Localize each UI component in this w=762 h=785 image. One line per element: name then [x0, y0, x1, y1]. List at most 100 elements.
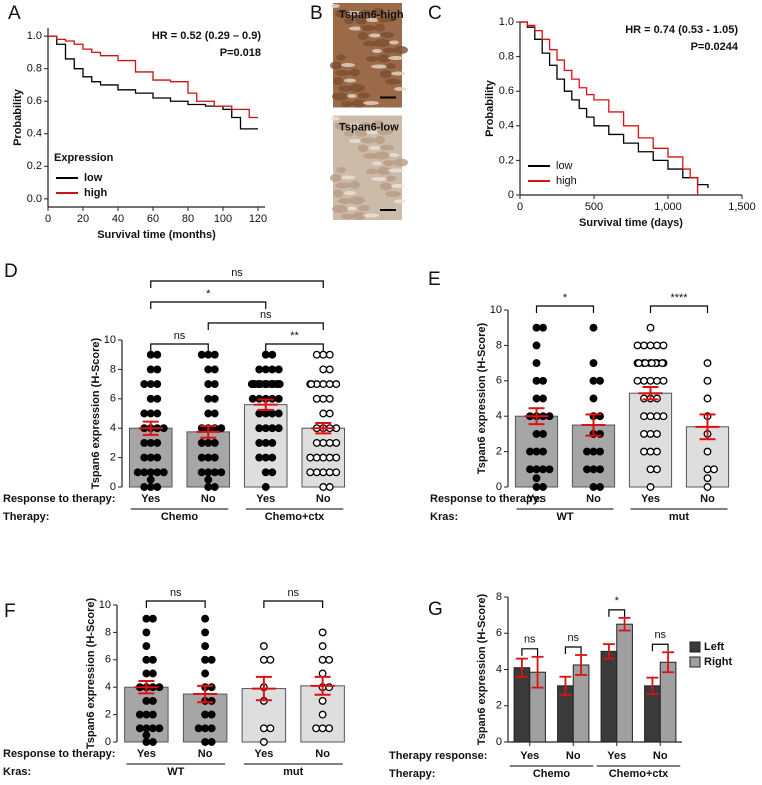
- data-point: [260, 380, 269, 389]
- data-point: [146, 380, 155, 389]
- data-point: [142, 655, 151, 664]
- y-tick-label: 6: [105, 654, 111, 666]
- data-point: [532, 447, 541, 456]
- data-point: [319, 365, 328, 374]
- x-tick-label: 0: [45, 213, 51, 225]
- error-bar: [134, 680, 159, 695]
- significance-bracket: [651, 643, 669, 652]
- data-point: [583, 447, 591, 456]
- data-point: [204, 365, 213, 374]
- y-tick-label: 10: [104, 334, 116, 346]
- y-axis-title: Tspan6 expression (H-Score): [85, 597, 97, 749]
- data-point: [268, 453, 277, 462]
- error-bar: [646, 676, 659, 695]
- tissue-texture: [341, 101, 353, 107]
- data-point: [532, 359, 541, 368]
- data-point: [201, 628, 210, 637]
- data-point: [194, 724, 203, 733]
- y-tick-label: 0.6: [27, 95, 42, 107]
- data-point: [646, 447, 655, 456]
- data-point: [325, 468, 334, 477]
- tissue-texture: [330, 116, 340, 121]
- data-point: [589, 376, 598, 385]
- data-point: [325, 409, 334, 418]
- data-point: [532, 483, 541, 491]
- error-bar: [524, 407, 549, 426]
- data-point: [207, 738, 216, 746]
- y-tick-label: 4: [496, 663, 502, 675]
- data-point: [532, 429, 541, 438]
- tissue-texture: [330, 174, 342, 182]
- group-label: Chemo: [161, 511, 199, 523]
- legend-label: high: [556, 175, 577, 187]
- x-tick-label: No: [700, 493, 715, 505]
- legend-label: low: [84, 172, 103, 184]
- data-point: [319, 483, 328, 491]
- data-point: [261, 483, 270, 491]
- data-point: [583, 465, 591, 474]
- data-point: [250, 380, 259, 389]
- data-point: [659, 376, 668, 385]
- tissue-texture: [335, 122, 349, 130]
- tissue-texture: [391, 71, 405, 76]
- y-tick-label: 8: [105, 626, 111, 638]
- data-point: [306, 468, 315, 477]
- data-point: [210, 409, 219, 418]
- error-bar: [253, 398, 278, 411]
- tissue-texture: [394, 46, 408, 54]
- significance-label: ns: [654, 629, 666, 641]
- error-bar: [251, 675, 276, 702]
- tissue-texture: [344, 191, 356, 195]
- data-point: [703, 465, 712, 474]
- data-point: [589, 483, 598, 491]
- data-point: [255, 365, 264, 374]
- data-point: [261, 424, 270, 433]
- tissue-texture: [380, 144, 394, 151]
- data-point: [703, 394, 712, 403]
- x-tick-label: Yes: [137, 748, 156, 760]
- data-point: [140, 380, 149, 389]
- bar: [513, 667, 531, 743]
- tissue-texture: [344, 78, 356, 83]
- data-point: [142, 614, 151, 623]
- data-point: [207, 655, 216, 664]
- y-tick-label: 4: [105, 681, 111, 693]
- data-point: [153, 483, 162, 491]
- data-point: [312, 724, 321, 733]
- legend-label: high: [84, 187, 107, 199]
- data-point: [261, 468, 270, 477]
- x-tick-label: No: [315, 748, 330, 760]
- tissue-texture: [335, 9, 349, 18]
- data-point: [319, 468, 328, 477]
- data-point: [325, 438, 334, 447]
- error-bar: [311, 422, 336, 435]
- tissue-texture: [347, 206, 357, 211]
- data-point: [148, 614, 157, 623]
- data-point: [318, 642, 327, 651]
- data-point: [659, 412, 668, 421]
- error-bar: [515, 657, 528, 678]
- data-point: [589, 323, 598, 332]
- significance-label: *: [206, 288, 211, 300]
- data-point: [153, 394, 162, 403]
- x-tick-label: Yes: [527, 493, 546, 505]
- tissue-texture: [369, 146, 381, 150]
- tissue-texture: [383, 47, 395, 54]
- legend-swatch: [689, 641, 701, 653]
- significance-label: ns: [567, 632, 579, 644]
- y-tick-label: 4: [110, 422, 116, 434]
- y-tick-label: 0.2: [499, 154, 514, 166]
- tissue-texture: [352, 212, 366, 220]
- tissue-texture: [386, 63, 396, 69]
- tissue-texture: [389, 40, 399, 45]
- annotation: HR = 0.74 (0.53 - 1.05): [625, 24, 738, 36]
- y-tick-label: 0.0: [27, 193, 42, 205]
- error-bar: [638, 385, 663, 401]
- tissue-texture: [350, 68, 360, 77]
- tissue-texture: [386, 175, 396, 182]
- data-point: [153, 380, 162, 389]
- data-point: [201, 738, 210, 746]
- data-point: [204, 468, 213, 477]
- data-point: [210, 453, 219, 462]
